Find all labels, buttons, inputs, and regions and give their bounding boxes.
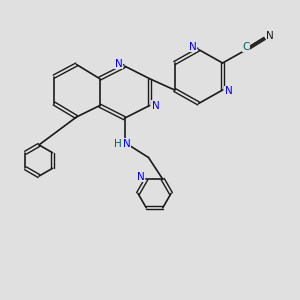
Text: H: H xyxy=(114,139,122,149)
Text: N: N xyxy=(152,100,159,111)
Text: N: N xyxy=(266,31,274,41)
Text: N: N xyxy=(225,86,232,97)
Text: C: C xyxy=(242,41,250,52)
Text: N: N xyxy=(115,58,122,69)
Text: N: N xyxy=(189,41,196,52)
Text: N: N xyxy=(123,139,131,149)
Text: N: N xyxy=(137,172,145,182)
